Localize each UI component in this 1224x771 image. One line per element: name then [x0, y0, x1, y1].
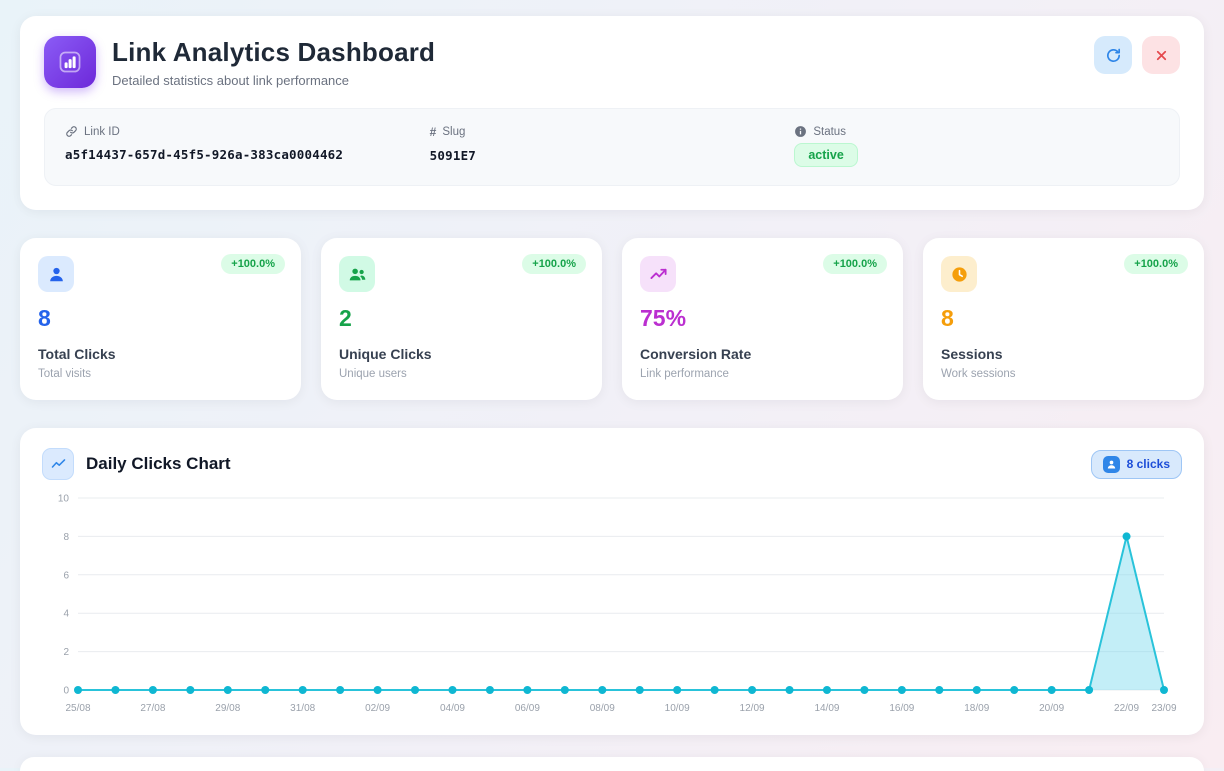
stat-value: 8 — [941, 305, 954, 331]
svg-text:12/09: 12/09 — [740, 703, 765, 714]
svg-text:27/08: 27/08 — [140, 703, 165, 714]
stat-sublabel: Unique users — [339, 368, 407, 380]
link-id-section: Link ID a5f14437-657d-45f5-926a-383ca000… — [65, 125, 430, 167]
analytics-app-icon — [44, 36, 96, 88]
refresh-icon — [1105, 47, 1122, 64]
svg-text:16/09: 16/09 — [889, 703, 914, 714]
svg-text:10: 10 — [58, 494, 70, 505]
stat-value: 75% — [640, 305, 687, 331]
info-icon — [794, 125, 807, 138]
link-id-value: a5f14437-657d-45f5-926a-383ca0004462 — [65, 147, 344, 162]
svg-text:06/09: 06/09 — [515, 703, 540, 714]
page-title: Link Analytics Dashboard — [112, 36, 436, 67]
svg-text:8: 8 — [63, 532, 69, 543]
clicks-count-label: 8 clicks — [1126, 457, 1170, 471]
header-left: Link Analytics Dashboard Detailed statis… — [44, 36, 435, 88]
growth-badge: +100.0% — [1124, 254, 1188, 274]
stat-value: 2 — [339, 305, 352, 331]
next-card-stub — [20, 757, 1204, 771]
header-row: Link Analytics Dashboard Detailed statis… — [44, 36, 1180, 88]
svg-text:2: 2 — [63, 647, 69, 658]
stat-value: 8 — [38, 305, 51, 331]
svg-text:31/08: 31/08 — [290, 703, 315, 714]
svg-text:23/09: 23/09 — [1151, 703, 1176, 714]
svg-text:25/08: 25/08 — [65, 703, 90, 714]
svg-text:18/09: 18/09 — [964, 703, 989, 714]
daily-clicks-card: Daily Clicks Chart 8 clicks 0 2 4 6 8 10 25/08… — [20, 428, 1204, 735]
growth-badge: +100.0% — [823, 254, 887, 274]
stat-sublabel: Work sessions — [941, 368, 1016, 380]
close-icon — [1154, 48, 1169, 63]
chart-header: Daily Clicks Chart 8 clicks — [42, 448, 1182, 480]
header-actions — [1094, 36, 1180, 74]
line-chart-icon — [42, 448, 74, 480]
svg-text:02/09: 02/09 — [365, 703, 390, 714]
clicks-count-badge: 8 clicks — [1090, 449, 1182, 479]
stat-card-conversion-rate: +100.0% 75% Conversion Rate Link perform… — [622, 238, 903, 400]
user-icon — [38, 256, 74, 292]
svg-text:10/09: 10/09 — [665, 703, 690, 714]
stat-label: Conversion Rate — [640, 346, 752, 362]
status-badge: active — [794, 143, 858, 167]
growth-badge: +100.0% — [522, 254, 586, 274]
svg-text:0: 0 — [63, 686, 69, 697]
chart-title: Daily Clicks Chart — [86, 454, 231, 473]
link-id-label: Link ID — [84, 125, 120, 138]
stat-label: Sessions — [941, 346, 1003, 362]
svg-text:14/09: 14/09 — [814, 703, 839, 714]
header-text: Link Analytics Dashboard Detailed statis… — [112, 37, 435, 88]
status-section: Status active — [794, 125, 1159, 167]
svg-text:20/09: 20/09 — [1039, 703, 1064, 714]
close-button[interactable] — [1142, 36, 1180, 74]
clock-icon — [941, 256, 977, 292]
users-icon — [339, 256, 375, 292]
svg-text:4: 4 — [63, 609, 69, 620]
svg-text:6: 6 — [63, 570, 69, 581]
trending-up-icon — [640, 256, 676, 292]
stat-card-unique-clicks: +100.0% 2 Unique Clicks Unique users — [321, 238, 602, 400]
stat-card-sessions: +100.0% 8 Sessions Work sessions — [923, 238, 1204, 400]
slug-section: # Slug 5091E7 — [430, 125, 795, 167]
slug-value: 5091E7 — [429, 148, 477, 163]
stat-sublabel: Link performance — [640, 368, 729, 380]
hash-icon: # — [429, 125, 437, 139]
stat-label: Unique Clicks — [339, 346, 432, 362]
stat-card-total-clicks: +100.0% 8 Total Clicks Total visits — [20, 238, 301, 400]
stat-sublabel: Total visits — [38, 368, 92, 380]
stat-label: Total Clicks — [38, 346, 116, 362]
header-card: Link Analytics Dashboard Detailed statis… — [20, 16, 1204, 210]
growth-badge: +100.0% — [221, 254, 285, 274]
page-subtitle: Detailed statistics about link performan… — [112, 72, 350, 88]
link-info-bar: Link ID a5f14437-657d-45f5-926a-383ca000… — [44, 108, 1180, 186]
svg-text:29/08: 29/08 — [215, 703, 240, 714]
link-icon — [65, 125, 78, 138]
svg-text:08/09: 08/09 — [590, 703, 615, 714]
svg-text:04/09: 04/09 — [440, 703, 465, 714]
status-label: Status — [813, 125, 846, 138]
stats-row: +100.0% 8 Total Clicks Total visits +100… — [20, 238, 1204, 400]
clicks-user-icon — [1102, 455, 1120, 473]
daily-clicks-chart: 0 2 4 6 8 10 25/08 27/08 29/08 31/08 02/09 04/09 06/… — [58, 494, 1177, 715]
svg-text:22/09: 22/09 — [1114, 703, 1139, 714]
refresh-button[interactable] — [1094, 36, 1132, 74]
slug-label: Slug — [442, 126, 466, 138]
